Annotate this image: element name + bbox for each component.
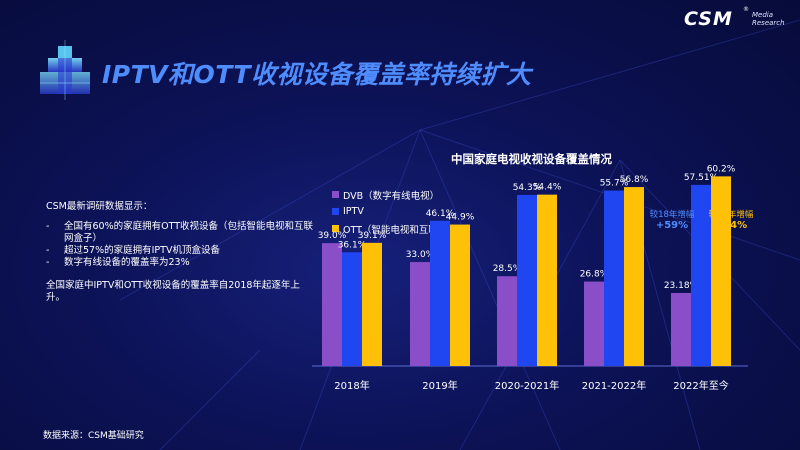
- x-tick-label: 2020-2021年: [495, 379, 560, 392]
- summary-conclusion: 全国家庭中IPTV和OTT收视设备的覆盖率自2018年起逐年上升。: [46, 280, 300, 303]
- growth-annotation-iptv: 较18年增幅 +59%: [642, 208, 702, 231]
- x-tick-label: 2022年至今: [673, 379, 728, 392]
- registered-mark: ®: [743, 6, 749, 13]
- bar-iptv: [604, 190, 624, 366]
- legend-label: DVB（数字有线电视）: [343, 190, 440, 202]
- bullet-item: - 数字有线设备的覆盖率为23%: [46, 257, 190, 268]
- bar-dvb: [410, 262, 430, 366]
- growth-annotation-ott: 较18年增幅 +54%: [701, 208, 761, 231]
- data-label-ott: 56.8%: [620, 175, 649, 185]
- data-label-ott: 60.2%: [707, 164, 736, 174]
- data-label-iptv: 55.7%: [600, 179, 629, 189]
- bullet-text: 全国有60%的家庭拥有OTT收视设备（包括智能电视和互联网盒子）: [64, 221, 314, 244]
- bar-iptv: [430, 220, 450, 366]
- data-label-iptv: 54.3%: [513, 183, 542, 193]
- logo-subtitle-research: Research: [752, 19, 785, 27]
- legend-item-dvb: DVB（数字有线电视）: [332, 186, 476, 203]
- bar-dvb: [584, 281, 604, 366]
- bar-ott: [711, 176, 731, 366]
- growth-value: +59%: [655, 220, 689, 231]
- bullet-item: - 超过57%的家庭拥有IPTV机顶盒设备: [46, 245, 220, 256]
- bullet-item: - 全国有60%的家庭拥有OTT收视设备（包括智能电视和互联网盒子）: [46, 221, 314, 244]
- summary-text: CSM最新调研数据显示： - 全国有60%的家庭拥有OTT收视设备（包括智能电视和…: [46, 201, 316, 304]
- legend-swatch: [332, 225, 339, 232]
- x-tick-label: 2019年: [422, 379, 457, 392]
- x-tick-label: 2018年: [334, 379, 369, 392]
- bar-ott: [537, 194, 557, 366]
- data-label-dvb: 26.8%: [580, 270, 609, 280]
- legend-swatch: [332, 208, 339, 215]
- bar-ott: [624, 187, 644, 366]
- bar-iptv: [342, 252, 362, 366]
- bar-dvb: [671, 292, 691, 366]
- growth-label: 较18年增幅: [649, 210, 695, 220]
- data-label-ott: 54.4%: [533, 183, 562, 193]
- logo-subtitle-media: Media: [752, 11, 774, 19]
- bar-ott: [450, 224, 470, 366]
- data-label-iptv: 57.51%: [684, 173, 719, 183]
- bar-dvb: [497, 276, 517, 366]
- data-label-dvb: 33.0%: [406, 250, 435, 260]
- bullet-text: 数字有线设备的覆盖率为23%: [64, 257, 190, 268]
- growth-value: +54%: [714, 220, 748, 231]
- cube-emblem-icon: [40, 40, 90, 100]
- bar-ott: [362, 242, 382, 366]
- chart-legend: DVB（数字有线电视） IPTV OTT（智能电视和互联网盒子）: [332, 186, 476, 237]
- data-label-ott: 44.9%: [446, 213, 475, 223]
- data-label-iptv: 46.1%: [426, 209, 455, 219]
- data-label-dvb: 28.5%: [493, 264, 522, 274]
- legend-swatch: [332, 191, 339, 198]
- bullet-text: 超过57%的家庭拥有IPTV机顶盒设备: [64, 245, 220, 256]
- data-label-dvb: 39.0%: [318, 231, 347, 241]
- legend-item-iptv: IPTV: [332, 203, 476, 220]
- page-title: IPTV和OTT收视设备覆盖率持续扩大: [102, 60, 532, 89]
- bar-iptv: [691, 184, 711, 366]
- csm-logo: CSM ® Media Research: [684, 6, 794, 32]
- growth-label: 较18年增幅: [708, 210, 754, 220]
- data-label-dvb: 23.18%: [664, 281, 699, 291]
- summary-intro: CSM最新调研数据显示：: [46, 201, 153, 212]
- bar-iptv: [517, 194, 537, 366]
- chart-title: 中国家庭电视收视设备覆盖情况: [451, 152, 612, 166]
- legend-label: IPTV: [343, 206, 364, 217]
- x-tick-label: 2021-2022年: [582, 379, 647, 392]
- legend-label: OTT（智能电视和互联网盒子）: [343, 224, 476, 236]
- data-label-iptv: 36.1%: [338, 240, 367, 250]
- logo-subtitle: Media Research: [752, 11, 800, 27]
- bar-dvb: [322, 243, 342, 366]
- legend-item-ott: OTT（智能电视和互联网盒子）: [332, 220, 476, 237]
- logo-wordmark: CSM: [684, 8, 733, 30]
- data-label-ott: 39.1%: [358, 231, 387, 241]
- data-source-footer: 数据来源：CSM基础研究: [43, 431, 144, 441]
- summary-bullets: - 全国有60%的家庭拥有OTT收视设备（包括智能电视和互联网盒子） - 超过57%…: [46, 221, 316, 269]
